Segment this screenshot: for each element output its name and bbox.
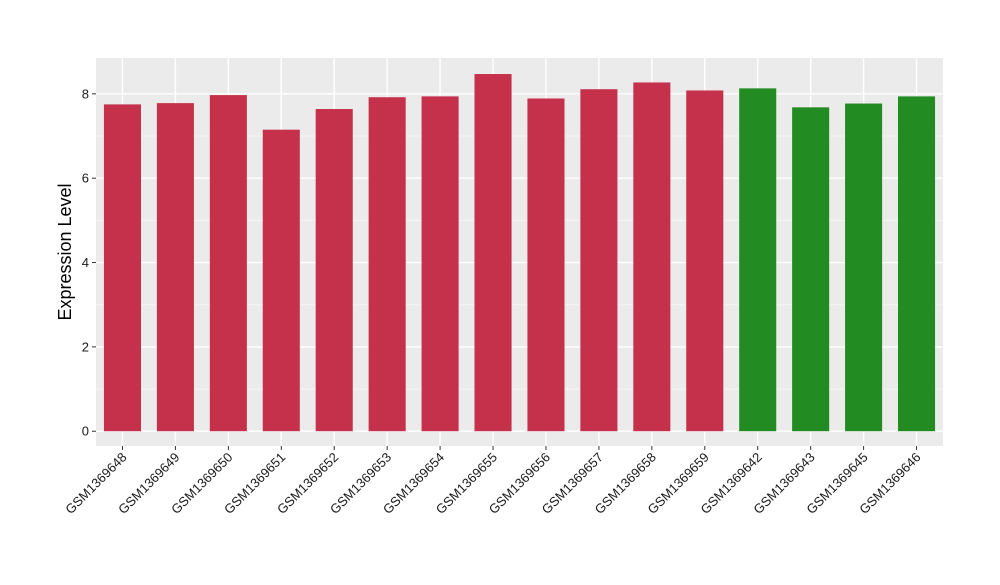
bar-GSM1369645 (845, 103, 883, 432)
bar-GSM1369650 (209, 95, 247, 432)
y-tick-label: 6 (82, 171, 89, 186)
x-axis: GSM1369648GSM1369649GSM1369650GSM1369651… (62, 446, 924, 517)
y-tick-label: 4 (82, 255, 89, 270)
bar-GSM1369643 (792, 107, 830, 432)
bar-GSM1369652 (315, 109, 353, 432)
bar-GSM1369658 (633, 82, 671, 432)
bar-GSM1369651 (262, 129, 300, 432)
y-axis-title: Expression Level (55, 183, 75, 320)
bar-GSM1369653 (368, 97, 406, 432)
bar-GSM1369657 (580, 89, 618, 432)
bar-GSM1369659 (686, 90, 724, 432)
bars-group (103, 74, 936, 432)
bar-GSM1369656 (527, 98, 565, 432)
bar-GSM1369648 (103, 104, 141, 432)
bar-GSM1369642 (739, 88, 777, 432)
bar-GSM1369649 (156, 103, 194, 432)
bar-GSM1369646 (898, 96, 936, 432)
bar-GSM1369654 (421, 96, 459, 432)
y-tick-label: 2 (82, 339, 89, 354)
y-axis: 0 2 4 6 8 (82, 86, 96, 439)
y-tick-label: 0 (82, 424, 89, 439)
y-tick-label: 8 (82, 86, 89, 101)
bar-GSM1369655 (474, 74, 512, 432)
